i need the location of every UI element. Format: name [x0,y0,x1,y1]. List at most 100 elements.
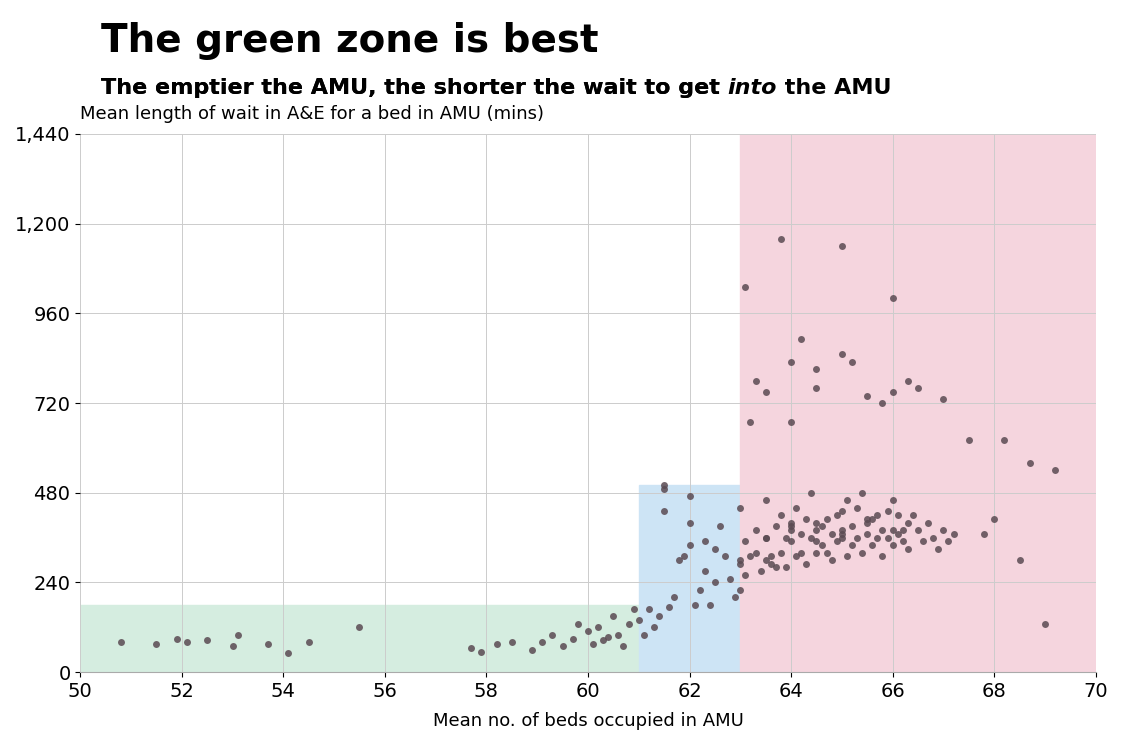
Point [640,603,658,615]
Point [300,636,318,648]
Point [280,647,298,659]
Point [772,547,789,559]
Point [823,528,841,540]
Point [807,517,825,529]
Point [757,554,775,566]
Point [909,524,926,536]
Point [787,501,805,513]
Point [838,551,856,562]
Point [229,629,247,641]
Point [590,621,608,633]
Point [177,636,195,648]
Point [600,631,618,643]
Point [620,618,638,630]
Point [838,494,856,506]
Point [864,513,882,525]
Point [473,646,491,658]
Point [828,536,846,548]
Point [503,636,521,648]
Point [833,505,851,517]
Text: The emptier the AMU, the shorter the wait to get: The emptier the AMU, the shorter the wai… [101,78,728,98]
Point [757,532,775,544]
Point [624,603,642,615]
Point [741,416,759,428]
Text: the AMU: the AMU [777,78,892,98]
Point [843,539,861,551]
Point [777,532,795,544]
Point [864,539,882,551]
Point [975,528,993,540]
Point [1011,554,1029,566]
Point [350,621,368,633]
Point [706,577,724,589]
Point [731,501,749,513]
Point [741,551,759,562]
Point [853,486,871,498]
Point [777,562,795,574]
Point [731,554,749,566]
Point [716,551,734,562]
Point [259,638,277,650]
Point [660,600,678,612]
Point [792,547,810,559]
Point [630,614,648,626]
Point [737,536,755,548]
Point [898,543,916,555]
Point [888,509,906,521]
Point [944,528,962,540]
Point [818,513,836,525]
Point [787,551,805,562]
Point [797,513,815,525]
Point [564,633,582,644]
Point [757,532,775,544]
Point [807,364,825,375]
Point [721,573,739,585]
Point [792,528,810,540]
Point [848,501,866,513]
Point [985,513,1003,525]
Point [848,532,866,544]
Point [878,505,896,517]
Point [858,390,876,402]
Point [696,536,714,548]
Point [807,536,825,548]
Point [909,382,926,394]
Point [569,618,587,630]
Point [727,592,745,603]
Point [853,547,871,559]
Point [737,569,755,581]
Point [868,532,886,544]
Point [894,524,912,536]
Point [223,640,241,652]
Point [898,375,916,387]
Point [858,513,876,525]
Point [807,524,825,536]
Point [757,494,775,506]
Bar [740,134,1096,672]
Point [112,636,130,648]
Point [884,494,902,506]
Point [858,517,876,529]
Point [655,483,673,495]
Point [584,638,602,650]
Point [767,562,785,574]
Text: The emptier the AMU, the shorter the wait to get: The emptier the AMU, the shorter the wai… [101,78,728,98]
Point [797,558,815,570]
Point [914,536,932,548]
Point [706,543,724,555]
Point [614,640,632,652]
Point [711,521,729,533]
Point [772,232,789,244]
Point [888,528,906,540]
Point [761,558,779,570]
Point [807,382,825,394]
Point [782,524,800,536]
Point [930,543,948,555]
Point [868,509,886,521]
Point [1035,618,1053,630]
Point [874,397,892,409]
Point [487,638,505,650]
Point [747,524,765,536]
Point [761,551,779,562]
Point [747,375,765,387]
